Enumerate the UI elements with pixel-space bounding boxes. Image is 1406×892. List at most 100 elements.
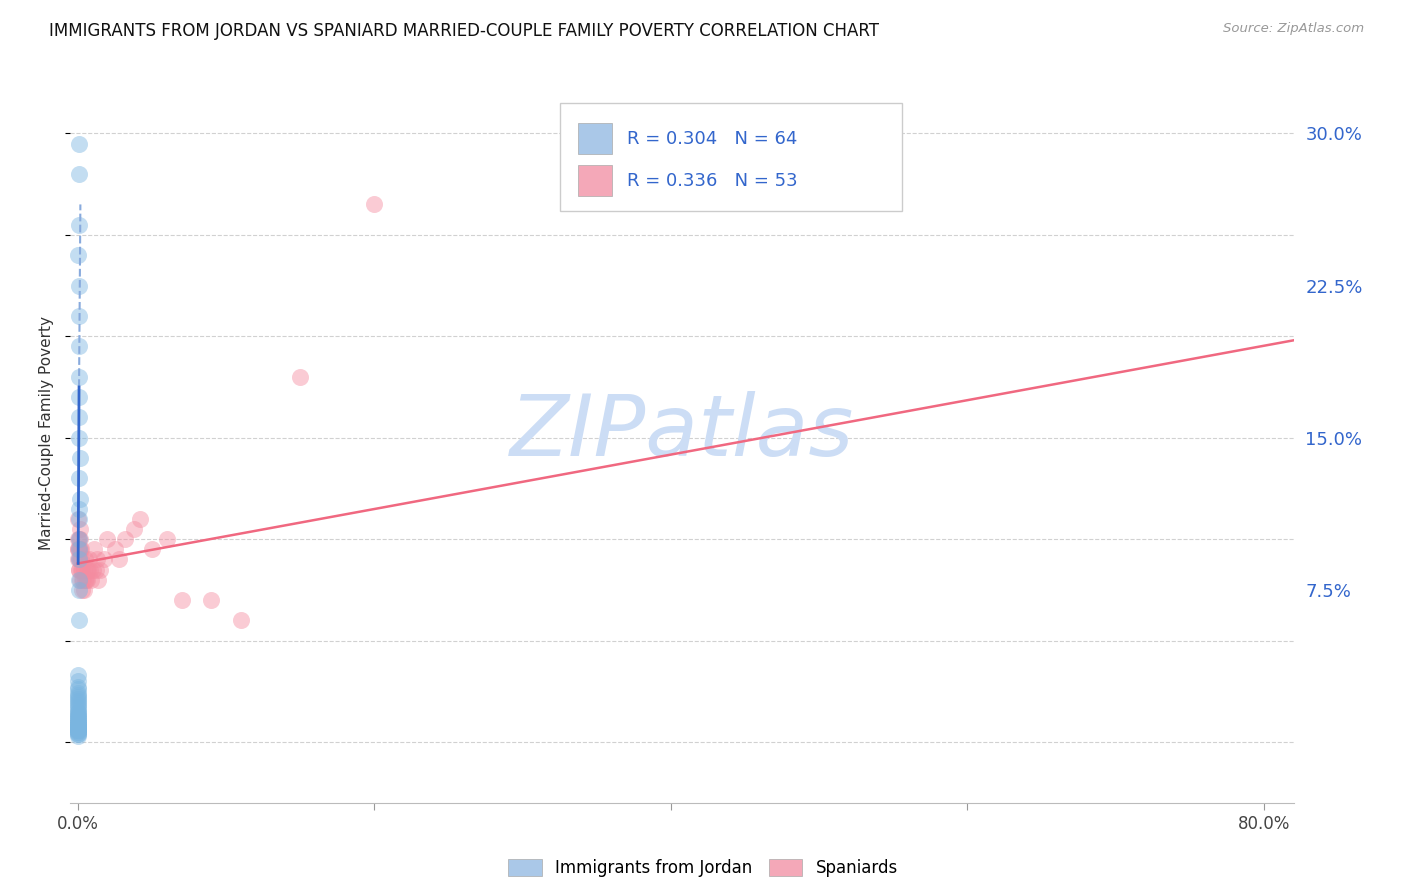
Bar	[578, 165, 612, 196]
Legend: Immigrants from Jordan, Spaniards: Immigrants from Jordan, Spaniards	[502, 852, 904, 884]
Point	[67, 714, 90, 729]
Point	[67, 724, 90, 739]
Point	[75, 573, 97, 587]
Point	[67, 692, 90, 706]
Point	[67, 248, 90, 262]
Point	[96, 532, 118, 546]
Text: R = 0.336   N = 53: R = 0.336 N = 53	[627, 172, 797, 190]
Point	[67, 674, 90, 689]
Point	[229, 613, 252, 627]
Point	[67, 708, 90, 723]
Point	[170, 593, 193, 607]
Point	[67, 723, 90, 737]
Point	[69, 542, 91, 557]
Point	[129, 512, 152, 526]
Point	[67, 719, 90, 733]
Point	[69, 532, 91, 546]
Point	[66, 729, 89, 743]
Point	[79, 562, 101, 576]
Point	[67, 714, 90, 729]
Point	[73, 552, 96, 566]
Point	[69, 552, 91, 566]
Point	[67, 431, 90, 445]
Text: IMMIGRANTS FROM JORDAN VS SPANIARD MARRIED-COUPLE FAMILY POVERTY CORRELATION CHA: IMMIGRANTS FROM JORDAN VS SPANIARD MARRI…	[49, 22, 879, 40]
Point	[69, 562, 91, 576]
Point	[82, 562, 104, 576]
Point	[67, 680, 90, 694]
Point	[67, 690, 90, 705]
Point	[67, 309, 90, 323]
Point	[70, 573, 93, 587]
Point	[86, 552, 108, 566]
Point	[67, 727, 90, 741]
Point	[67, 369, 90, 384]
Point	[67, 136, 90, 151]
Point	[67, 542, 90, 557]
Point	[67, 501, 90, 516]
Point	[70, 562, 93, 576]
Point	[67, 562, 90, 576]
Text: Source: ZipAtlas.com: Source: ZipAtlas.com	[1223, 22, 1364, 36]
Point	[84, 562, 107, 576]
Point	[363, 197, 385, 211]
Point	[67, 390, 90, 404]
Point	[67, 512, 90, 526]
Point	[67, 688, 90, 702]
Point	[67, 697, 90, 711]
Point	[75, 573, 97, 587]
Point	[67, 471, 90, 485]
Point	[66, 552, 89, 566]
Point	[67, 721, 90, 735]
Point	[67, 723, 90, 737]
Point	[67, 705, 90, 719]
Point	[67, 700, 90, 714]
Point	[69, 573, 91, 587]
Point	[67, 532, 90, 546]
Point	[69, 491, 91, 506]
Point	[93, 552, 115, 566]
Point	[72, 582, 94, 597]
Point	[67, 573, 90, 587]
Point	[87, 573, 110, 587]
Point	[67, 721, 90, 735]
Point	[67, 410, 90, 425]
Point	[69, 552, 91, 566]
Point	[67, 710, 90, 724]
Point	[67, 723, 90, 737]
Point	[67, 702, 90, 716]
Point	[67, 278, 90, 293]
Point	[67, 714, 90, 729]
Point	[67, 694, 90, 708]
Point	[70, 562, 93, 576]
Point	[69, 552, 91, 566]
Point	[104, 542, 127, 557]
Point	[67, 512, 90, 526]
Point	[67, 719, 90, 733]
Text: ZIPatlas: ZIPatlas	[510, 391, 853, 475]
Point	[141, 542, 163, 557]
Point	[67, 706, 90, 721]
Point	[288, 369, 311, 384]
Point	[67, 542, 90, 557]
Point	[108, 552, 131, 566]
Point	[67, 542, 90, 557]
Point	[67, 721, 90, 735]
Text: R = 0.304   N = 64: R = 0.304 N = 64	[627, 129, 797, 148]
Point	[200, 593, 222, 607]
Point	[67, 710, 90, 724]
Point	[67, 686, 90, 700]
Point	[67, 613, 90, 627]
Point	[83, 542, 105, 557]
Point	[67, 705, 90, 719]
Point	[89, 562, 111, 576]
Point	[72, 573, 94, 587]
Point	[73, 562, 96, 576]
Point	[66, 723, 89, 737]
Point	[67, 716, 90, 731]
Point	[67, 582, 90, 597]
Point	[69, 450, 91, 465]
Bar	[578, 123, 612, 154]
Point	[122, 522, 145, 536]
Point	[67, 713, 90, 727]
Point	[67, 721, 90, 735]
